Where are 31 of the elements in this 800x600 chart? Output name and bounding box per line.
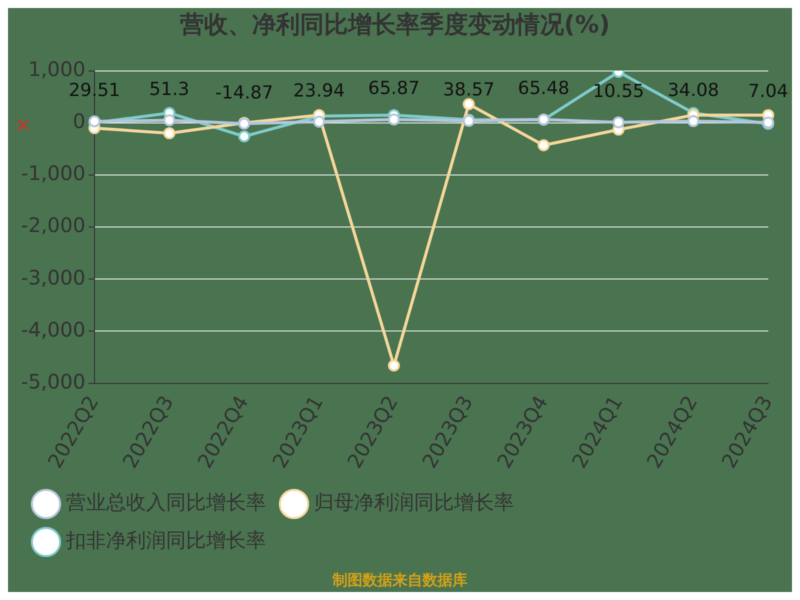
point: [238, 130, 250, 142]
point: [612, 116, 624, 128]
legend-label: 营业总收入同比增长率: [66, 490, 266, 514]
data-label: 23.94: [293, 80, 345, 102]
data-label: 34.08: [668, 80, 720, 101]
chart-title: 营收、净利同比增长率季度变动情况(%): [179, 10, 610, 39]
data-label: 10.55: [592, 81, 644, 102]
text: 制图数据来自数据库: [331, 571, 468, 590]
data-label: 65.87: [368, 78, 420, 100]
y-tick-label: -5,000: [20, 369, 86, 394]
y-tick-label: 0: [72, 109, 86, 134]
data-label: 51.3: [149, 78, 190, 100]
data-label: 38.57: [443, 80, 495, 101]
data-label: 7.04: [748, 81, 788, 102]
y-tick-label: -3,000: [20, 265, 86, 290]
point: [388, 360, 400, 372]
data-label: -14.87: [215, 82, 274, 104]
legend-label: 扣非净利润同比增长率: [65, 528, 266, 552]
point: [538, 139, 550, 152]
point: [462, 98, 475, 110]
point: [163, 127, 176, 140]
legend-label: 归母净利润同比增长率: [314, 490, 514, 514]
y-tick-label: -2,000: [20, 213, 86, 238]
y-tick-label: -1,000: [20, 161, 86, 186]
data-label: 65.48: [518, 78, 570, 100]
y-tick-label: 1,000: [28, 57, 86, 82]
point: [687, 115, 700, 128]
point: [163, 114, 176, 126]
y-tick-label: -4,000: [20, 317, 86, 342]
point: [313, 116, 326, 128]
point: [388, 113, 400, 126]
